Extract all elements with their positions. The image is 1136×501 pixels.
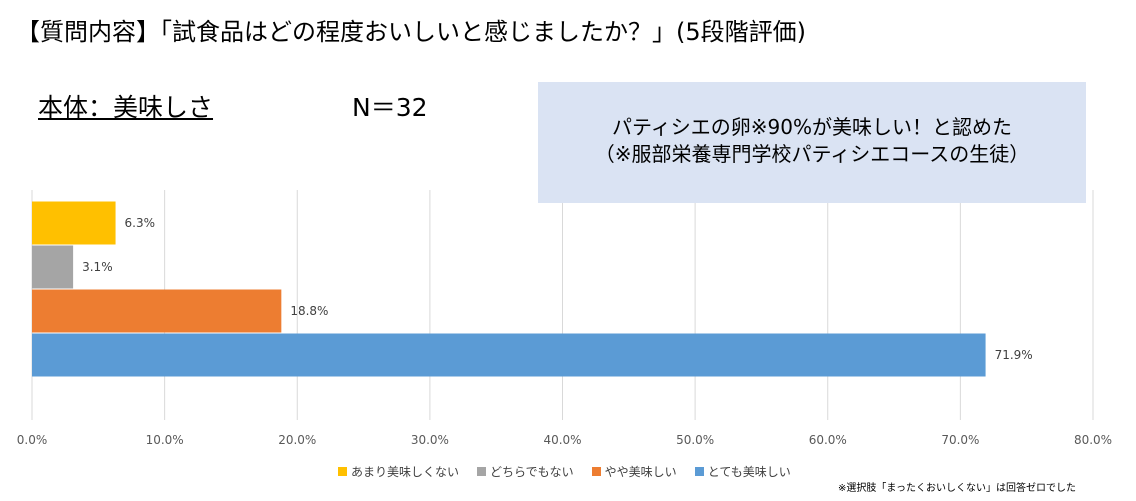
bar-value-label: 71.9% <box>995 348 1033 362</box>
bar-value-label: 6.3% <box>125 216 155 230</box>
legend-item: とても美味しい <box>694 463 791 480</box>
x-tick-label: 30.0% <box>411 433 449 447</box>
bar <box>32 289 282 333</box>
callout-line-1: パティシエの卵※90%が美味しい！と認めた <box>611 115 1012 139</box>
legend-label: とても美味しい <box>707 465 791 479</box>
sample-size: N＝32 <box>352 93 428 122</box>
chart-subtitle: 本体：美味しさ <box>38 93 214 122</box>
legend-swatch <box>694 467 704 476</box>
x-tick-label: 20.0% <box>278 433 316 447</box>
x-tick-label: 0.0% <box>17 433 48 447</box>
legend-item: やや美味しい <box>591 463 677 480</box>
legend-item: あまり美味しくない <box>338 463 459 480</box>
bar <box>32 201 116 245</box>
legend-item: どちらでもない <box>477 463 574 480</box>
x-tick-label: 50.0% <box>676 433 714 447</box>
x-tick-label: 40.0% <box>543 433 581 447</box>
bar <box>32 245 74 289</box>
legend-label: あまり美味しくない <box>351 465 460 479</box>
x-tick-label: 60.0% <box>809 433 847 447</box>
legend: あまり美味しくない どちらでもない やや美味しい とても美味しい <box>338 463 791 480</box>
x-tick-label: 80.0% <box>1074 433 1112 447</box>
legend-label: やや美味しい <box>604 465 677 479</box>
bar <box>32 333 986 377</box>
question-heading: 【質問内容】「試食品はどの程度おいしいと感じましたか？」(5段階評価) <box>16 18 806 46</box>
gridlines <box>31 190 1094 420</box>
x-tick-label: 70.0% <box>941 433 979 447</box>
bars: 6.3% 3.1% 18.8% 71.9% <box>32 201 1033 377</box>
bar-value-label: 18.8% <box>290 304 328 318</box>
x-axis-ticks: 0.0% 10.0% 20.0% 30.0% 40.0% 50.0% 60.0% 70.0% 8… <box>17 433 1112 447</box>
bar-value-label: 3.1% <box>82 260 113 274</box>
callout-line-2: （※服部栄養専門学校パティシエコースの生徒） <box>594 142 1030 166</box>
legend-label: どちらでもない <box>490 465 574 479</box>
legend-swatch <box>477 467 487 476</box>
footnote: ※選択肢「まったくおいしくない」は回答ゼロでした <box>838 483 1076 494</box>
legend-swatch <box>338 467 347 476</box>
x-tick-label: 10.0% <box>146 433 184 447</box>
callout-box: パティシエの卵※90%が美味しい！と認めた （※服部栄養専門学校パティシエコース… <box>538 82 1086 203</box>
legend-swatch <box>591 467 601 476</box>
